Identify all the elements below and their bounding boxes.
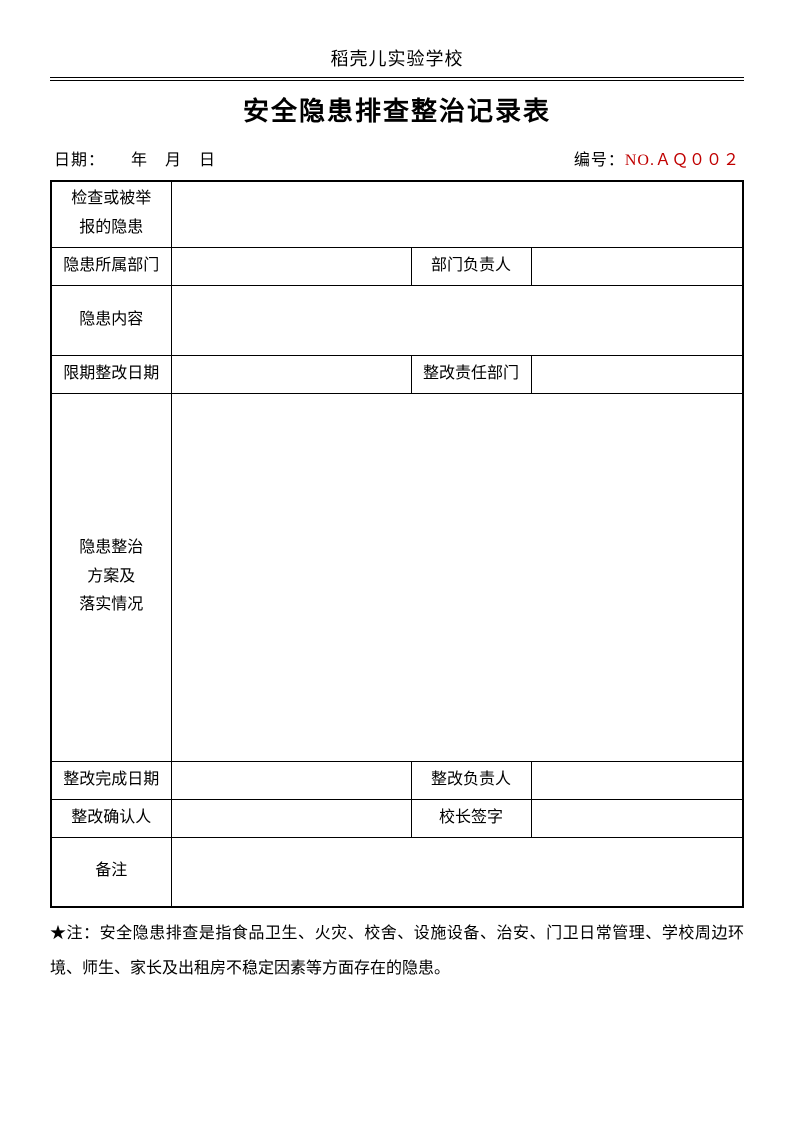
label-remediation-plan: 隐患整治 方案及 落实情况 (51, 393, 171, 761)
cell-responsible-dept (531, 355, 743, 393)
cell-remediation-plan (171, 393, 743, 761)
label-remarks: 备注 (51, 837, 171, 907)
label-dept-leader: 部门负责人 (411, 247, 531, 285)
label-department: 隐患所属部门 (51, 247, 171, 285)
serial-field: 编号：NO.ＡＱ００２ (574, 146, 740, 170)
label-confirmer: 整改确认人 (51, 799, 171, 837)
row-reported-hazard: 检查或被举报的隐患 (51, 181, 743, 247)
label-reported-hazard: 检查或被举报的隐患 (51, 181, 171, 247)
header-divider (50, 77, 744, 81)
cell-completion-date (171, 761, 411, 799)
school-name: 稻壳儿实验学校 (50, 45, 744, 77)
label-hazard-content: 隐患内容 (51, 285, 171, 355)
cell-dept-leader (531, 247, 743, 285)
row-remarks: 备注 (51, 837, 743, 907)
cell-deadline (171, 355, 411, 393)
label-responsible-dept: 整改责任部门 (411, 355, 531, 393)
page-title: 安全隐患排查整治记录表 (50, 91, 744, 128)
form-table: 检查或被举报的隐患 隐患所属部门 部门负责人 隐患内容 限期整改日期 整改责任部… (50, 180, 744, 908)
cell-rectification-leader (531, 761, 743, 799)
label-completion-date: 整改完成日期 (51, 761, 171, 799)
label-remediation-line3: 落实情况 (60, 591, 163, 620)
label-reported-hazard-text: 检查或被举报的隐患 (60, 185, 163, 243)
label-remediation-line2: 方案及 (60, 563, 163, 592)
serial-value: NO.ＡＱ００２ (625, 152, 740, 169)
label-rectification-leader: 整改负责人 (411, 761, 531, 799)
row-completion-date: 整改完成日期 整改负责人 (51, 761, 743, 799)
serial-label: 编号： (574, 152, 625, 169)
meta-row: 日期： 年 月 日 编号：NO.ＡＱ００２ (50, 146, 744, 170)
date-value: 年 月 日 (97, 152, 216, 169)
cell-confirmer (171, 799, 411, 837)
row-department: 隐患所属部门 部门负责人 (51, 247, 743, 285)
label-principal-sign: 校长签字 (411, 799, 531, 837)
cell-remarks (171, 837, 743, 907)
row-confirmer: 整改确认人 校长签字 (51, 799, 743, 837)
footnote: ★注：安全隐患排查是指食品卫生、火灾、校舍、设施设备、治安、门卫日常管理、学校周… (50, 916, 744, 986)
cell-hazard-content (171, 285, 743, 355)
date-label: 日期： (54, 152, 97, 169)
label-deadline: 限期整改日期 (51, 355, 171, 393)
row-remediation-plan: 隐患整治 方案及 落实情况 (51, 393, 743, 761)
cell-department (171, 247, 411, 285)
row-deadline: 限期整改日期 整改责任部门 (51, 355, 743, 393)
row-hazard-content: 隐患内容 (51, 285, 743, 355)
cell-principal-sign (531, 799, 743, 837)
label-remediation-line1: 隐患整治 (60, 534, 163, 563)
cell-reported-hazard (171, 181, 743, 247)
date-field: 日期： 年 月 日 (54, 146, 216, 170)
